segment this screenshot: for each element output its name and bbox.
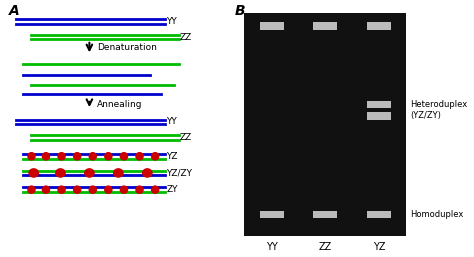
Ellipse shape (152, 186, 159, 193)
Bar (367, 112, 391, 120)
Ellipse shape (114, 169, 123, 177)
Text: B: B (235, 4, 246, 18)
Ellipse shape (120, 186, 128, 193)
Ellipse shape (136, 186, 143, 193)
Text: YY: YY (166, 117, 177, 126)
Bar (367, 211, 391, 218)
Ellipse shape (89, 153, 96, 160)
Ellipse shape (105, 153, 112, 160)
Bar (367, 22, 391, 30)
Bar (260, 22, 284, 30)
Text: Annealing: Annealing (97, 100, 143, 109)
Text: ZY: ZY (166, 185, 178, 194)
Ellipse shape (143, 169, 152, 177)
Ellipse shape (73, 186, 81, 193)
Text: ZZ: ZZ (319, 242, 332, 252)
Ellipse shape (56, 169, 65, 177)
Ellipse shape (42, 153, 49, 160)
Bar (313, 22, 337, 30)
Ellipse shape (73, 153, 81, 160)
Text: ZZ: ZZ (180, 32, 192, 42)
Ellipse shape (58, 153, 65, 160)
Bar (367, 101, 391, 108)
Text: ZZ: ZZ (180, 133, 192, 142)
Ellipse shape (120, 153, 128, 160)
Text: A: A (9, 4, 20, 18)
Ellipse shape (136, 153, 143, 160)
Bar (260, 211, 284, 218)
Text: YY: YY (266, 242, 278, 252)
Text: YY: YY (166, 17, 177, 26)
Bar (313, 211, 337, 218)
Ellipse shape (29, 169, 38, 177)
Text: YZ: YZ (373, 242, 385, 252)
Ellipse shape (89, 186, 96, 193)
Ellipse shape (28, 153, 35, 160)
Text: Denaturation: Denaturation (97, 43, 157, 52)
Bar (245, 13, 406, 236)
Text: YZ: YZ (166, 152, 178, 161)
Ellipse shape (85, 169, 94, 177)
Text: Heteroduplex
(YZ/ZY): Heteroduplex (YZ/ZY) (410, 100, 467, 120)
Ellipse shape (152, 153, 159, 160)
Text: Homoduplex: Homoduplex (410, 210, 463, 219)
Ellipse shape (105, 186, 112, 193)
Text: YZ/ZY: YZ/ZY (166, 168, 192, 178)
Ellipse shape (28, 186, 35, 193)
Ellipse shape (42, 186, 49, 193)
Ellipse shape (58, 186, 65, 193)
